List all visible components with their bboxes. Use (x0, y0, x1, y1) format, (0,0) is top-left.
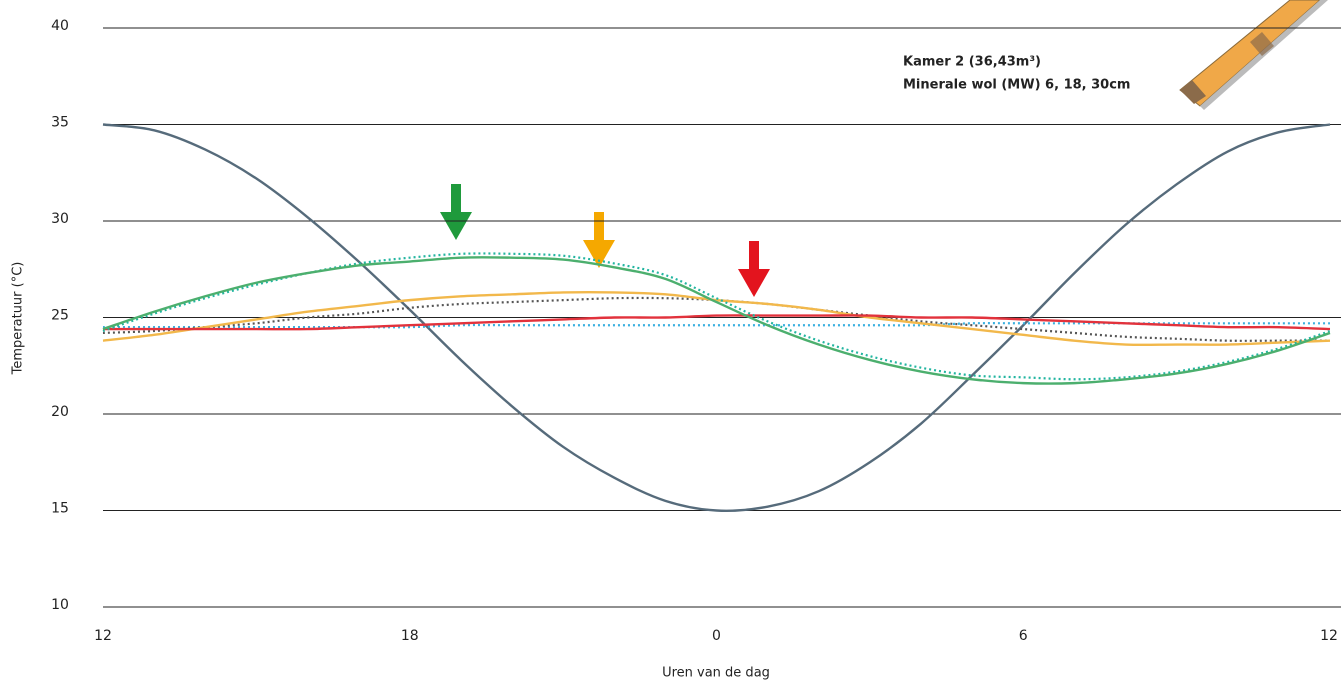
arrows (440, 184, 770, 297)
y-tick-label: 20 (51, 404, 69, 420)
y-axis-label: Temperatuur (°C) (11, 262, 26, 376)
series-line (103, 298, 1330, 341)
series-line (103, 257, 1330, 383)
chart: Temperatuur (°C) Uren van de dag Kamer 2… (0, 0, 1341, 682)
x-tick-label: 0 (712, 628, 721, 644)
x-axis-label: Uren van de dag (662, 666, 770, 681)
y-tick-label: 35 (51, 115, 69, 131)
y-tick-label: 40 (51, 18, 69, 34)
y-tick-label: 15 (51, 501, 69, 517)
y-tick-label: 30 (51, 211, 69, 227)
x-tick-label: 18 (401, 628, 419, 644)
y-tick-label: 10 (51, 597, 69, 613)
wall-illustration (1180, 0, 1328, 110)
x-tick-label: 12 (94, 628, 112, 644)
y-tick-label: 25 (51, 308, 69, 324)
x-tick-label: 12 (1320, 628, 1338, 644)
annotation: Minerale wol (MW) 6, 18, 30cm (903, 78, 1130, 93)
annotation: Kamer 2 (36,43m³) (903, 55, 1041, 70)
x-tick-label: 6 (1019, 628, 1028, 644)
